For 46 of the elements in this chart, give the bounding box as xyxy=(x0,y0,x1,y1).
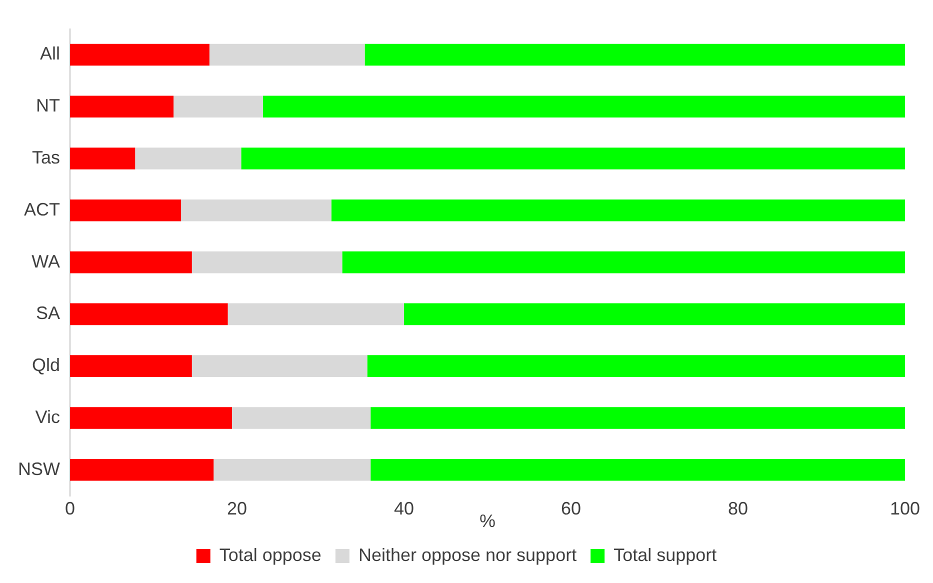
bar xyxy=(262,96,905,118)
y-tick-label: ACT xyxy=(24,199,60,220)
bar xyxy=(241,148,905,170)
legend-label: Total support xyxy=(614,544,717,565)
x-tick-label: 80 xyxy=(728,498,748,519)
bar xyxy=(367,355,905,377)
bar xyxy=(404,303,905,326)
bar xyxy=(70,96,174,118)
y-tick-label: All xyxy=(40,44,60,64)
bar xyxy=(228,303,404,326)
x-tick-label: 40 xyxy=(394,498,414,519)
legend-label: Neither oppose nor support xyxy=(358,544,577,565)
bar xyxy=(70,200,182,222)
x-tick-label: 0 xyxy=(64,498,75,519)
y-tick-label: Qld xyxy=(32,355,60,376)
bar xyxy=(370,458,905,481)
legend-label: Total oppose xyxy=(219,544,322,565)
bar xyxy=(192,251,342,274)
bar xyxy=(342,251,905,274)
bar xyxy=(70,148,136,170)
y-tick-label: NSW xyxy=(18,458,60,479)
x-tick-label: 20 xyxy=(226,498,248,519)
bar xyxy=(70,355,192,377)
bar xyxy=(70,407,232,429)
bar xyxy=(70,44,210,66)
bar xyxy=(209,44,365,66)
bar xyxy=(364,44,905,66)
bar xyxy=(192,355,368,377)
bar xyxy=(214,458,371,481)
x-tick-label: 100 xyxy=(890,498,920,519)
bar xyxy=(174,96,263,118)
y-tick-label: NT xyxy=(36,96,60,116)
bar xyxy=(70,458,214,481)
bar xyxy=(70,251,192,274)
x-tick-label: 60 xyxy=(560,498,582,519)
bar xyxy=(370,407,905,429)
y-tick-label: Tas xyxy=(32,147,60,168)
bar xyxy=(331,200,905,222)
bar xyxy=(232,407,371,429)
y-tick-label: Vic xyxy=(35,406,60,427)
y-tick-label: SA xyxy=(36,303,60,324)
bar xyxy=(135,148,242,170)
y-tick-label: WA xyxy=(32,251,60,272)
x-axis-title: % xyxy=(479,511,496,532)
bar xyxy=(70,303,228,326)
bar xyxy=(181,200,332,222)
